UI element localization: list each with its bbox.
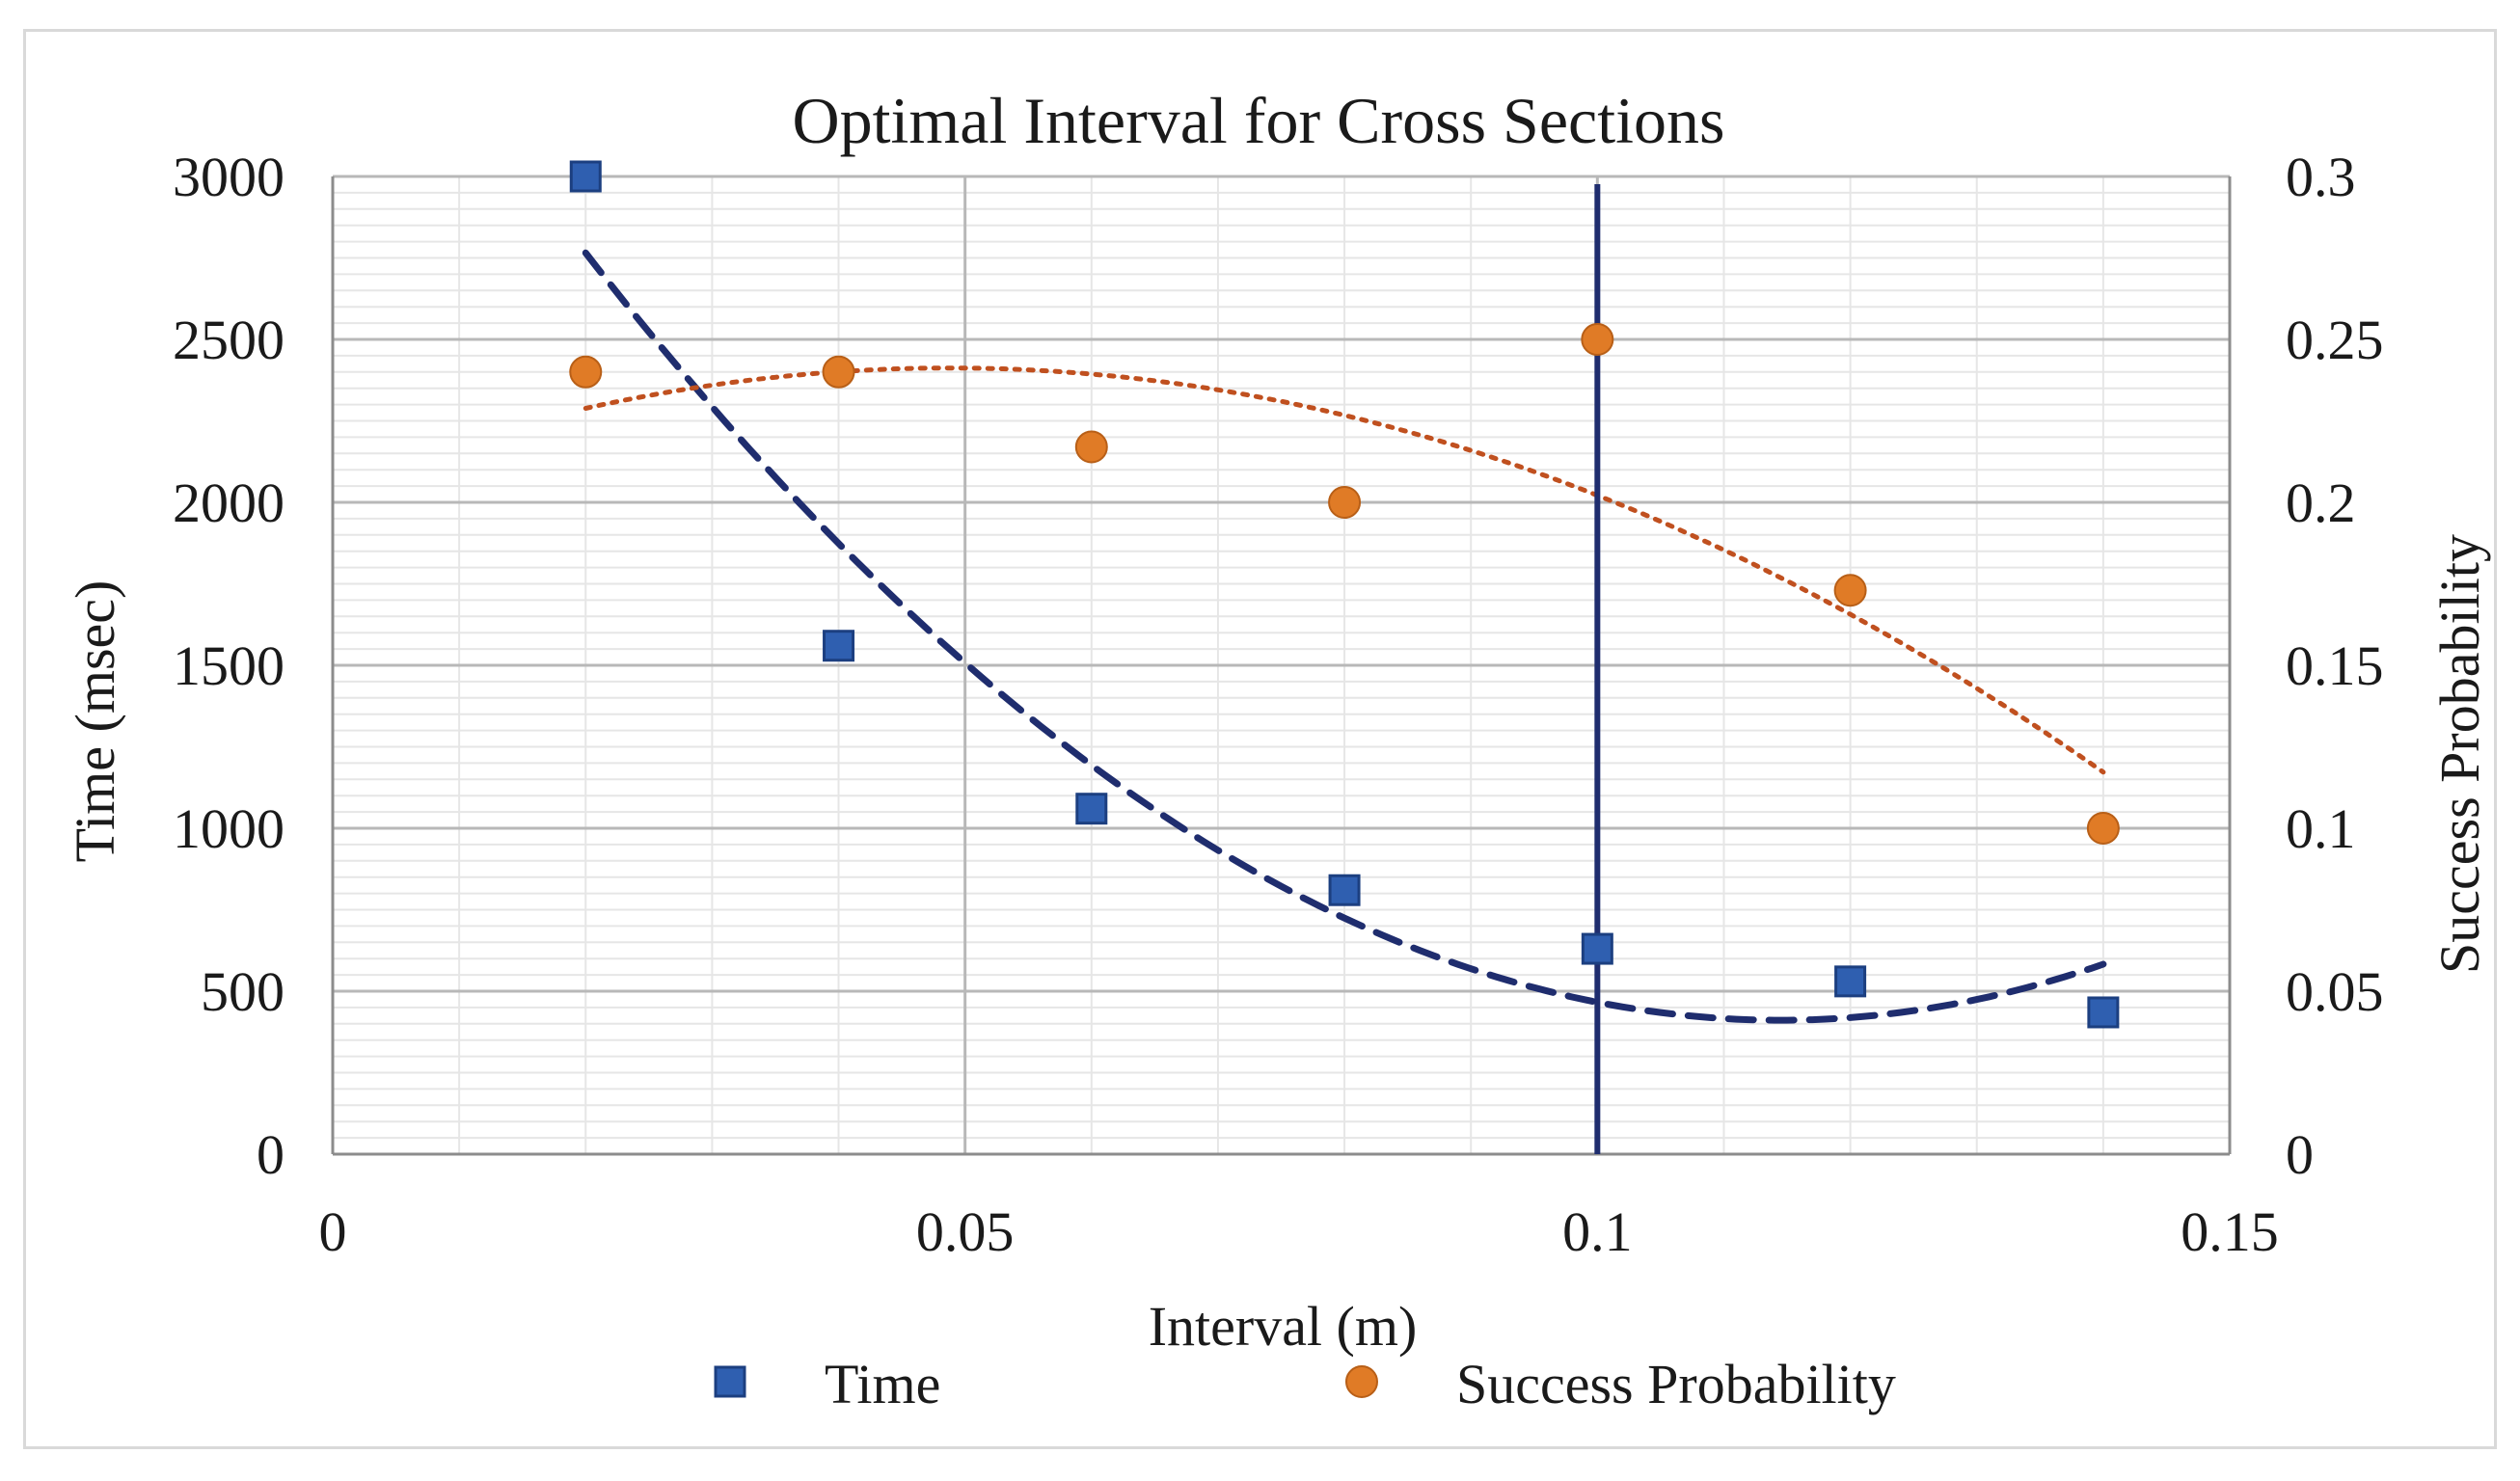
axes [331,176,2232,1156]
y-left-tick-label: 500 [201,960,285,1023]
y-right-tick-label: 0.2 [2286,471,2356,534]
y-right-tick-label: 0.15 [2286,634,2384,697]
chart-text: Optimal Interval for Cross Sections Inte… [64,84,2491,1358]
y-right-tick-label: 0.3 [2286,146,2356,208]
chart-frame [23,29,2497,1449]
legend-marker-success-probability [1345,1365,1378,1398]
x-tick-label: 0.1 [1562,1200,1633,1263]
point-time [823,630,855,662]
y-left-tick-label: 1500 [173,634,285,697]
y-axis-left-label: Time (msec) [64,580,126,863]
point-success-probability [1833,574,1867,607]
y-left-tick-label: 2500 [173,309,285,371]
point-success-probability [822,355,855,389]
x-tick-label: 0.05 [916,1200,1015,1263]
legend-label-success-probability: Success Probability [1456,1353,1896,1415]
point-success-probability [569,355,603,389]
legend: Time Success Probability [714,1353,1896,1415]
y-left-tick-label: 1000 [173,797,285,860]
y-right-tick-label: 0 [2286,1123,2314,1186]
x-tick-label: 0.15 [2181,1200,2279,1263]
y-right-tick-label: 0.05 [2286,960,2384,1023]
point-time [1328,874,1361,906]
data-marks [569,160,2120,1029]
y-right-tick-label: 0.25 [2286,309,2384,371]
y-left-tick-label: 0 [257,1123,285,1186]
point-time [2087,996,2120,1029]
trendline-time [582,249,2107,1024]
point-success-probability [1074,430,1108,464]
legend-marker-time [714,1365,746,1398]
y-left-tick-label: 2000 [173,471,285,534]
y-axis-right-label: Success Probability [2428,534,2491,974]
point-success-probability [2086,812,2120,845]
legend-label-time: Time [825,1353,940,1415]
chart-title: Optimal Interval for Cross Sections [793,84,1725,157]
x-tick-label: 0 [319,1200,347,1263]
point-time [569,160,602,193]
x-axis-label: Interval (m) [1149,1295,1418,1358]
y-right-tick-label: 0.1 [2286,797,2356,860]
point-time [1075,793,1108,825]
point-success-probability [1581,323,1614,356]
y-left-tick-label: 3000 [173,146,285,208]
point-success-probability [1328,486,1362,519]
point-time [1581,932,1613,965]
point-time [1834,965,1867,998]
